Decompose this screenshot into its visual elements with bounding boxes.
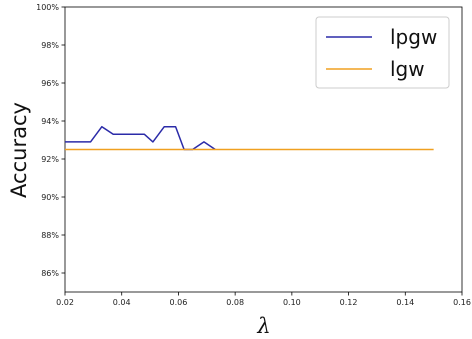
y-tick-label: 94% <box>41 117 59 126</box>
axis-ticks: 0.02 0.04 0.06 0.08 0.10 0.12 0.14 0.16 86% 88% 90… <box>36 3 471 307</box>
y-tick-label: 90% <box>41 193 59 202</box>
legend-box <box>315 16 450 89</box>
x-tick-label: 0.08 <box>226 298 244 307</box>
x-tick-label: 0.10 <box>283 298 301 307</box>
x-axis-title: λ <box>256 314 270 338</box>
y-tick-label: 86% <box>41 269 59 278</box>
legend-label-lpgw: lpgw <box>390 25 437 49</box>
y-tick-label: 100% <box>36 3 59 12</box>
x-tick-label: 0.14 <box>396 298 414 307</box>
x-tick-label: 0.16 <box>453 298 471 307</box>
x-tick-label: 0.12 <box>340 298 358 307</box>
y-tick-label: 98% <box>41 41 59 50</box>
legend-label-lgw: lgw <box>390 57 425 81</box>
series-lines <box>65 125 434 151</box>
y-axis-title: Accuracy <box>7 102 31 198</box>
y-tick-label: 96% <box>41 79 59 88</box>
x-tick-label: 0.04 <box>113 298 131 307</box>
x-tick-label: 0.02 <box>56 298 74 307</box>
y-tick-label: 92% <box>41 155 59 164</box>
x-tick-label: 0.06 <box>170 298 188 307</box>
y-tick-label: 88% <box>41 231 59 240</box>
legend: lpgw lgw <box>315 16 450 89</box>
